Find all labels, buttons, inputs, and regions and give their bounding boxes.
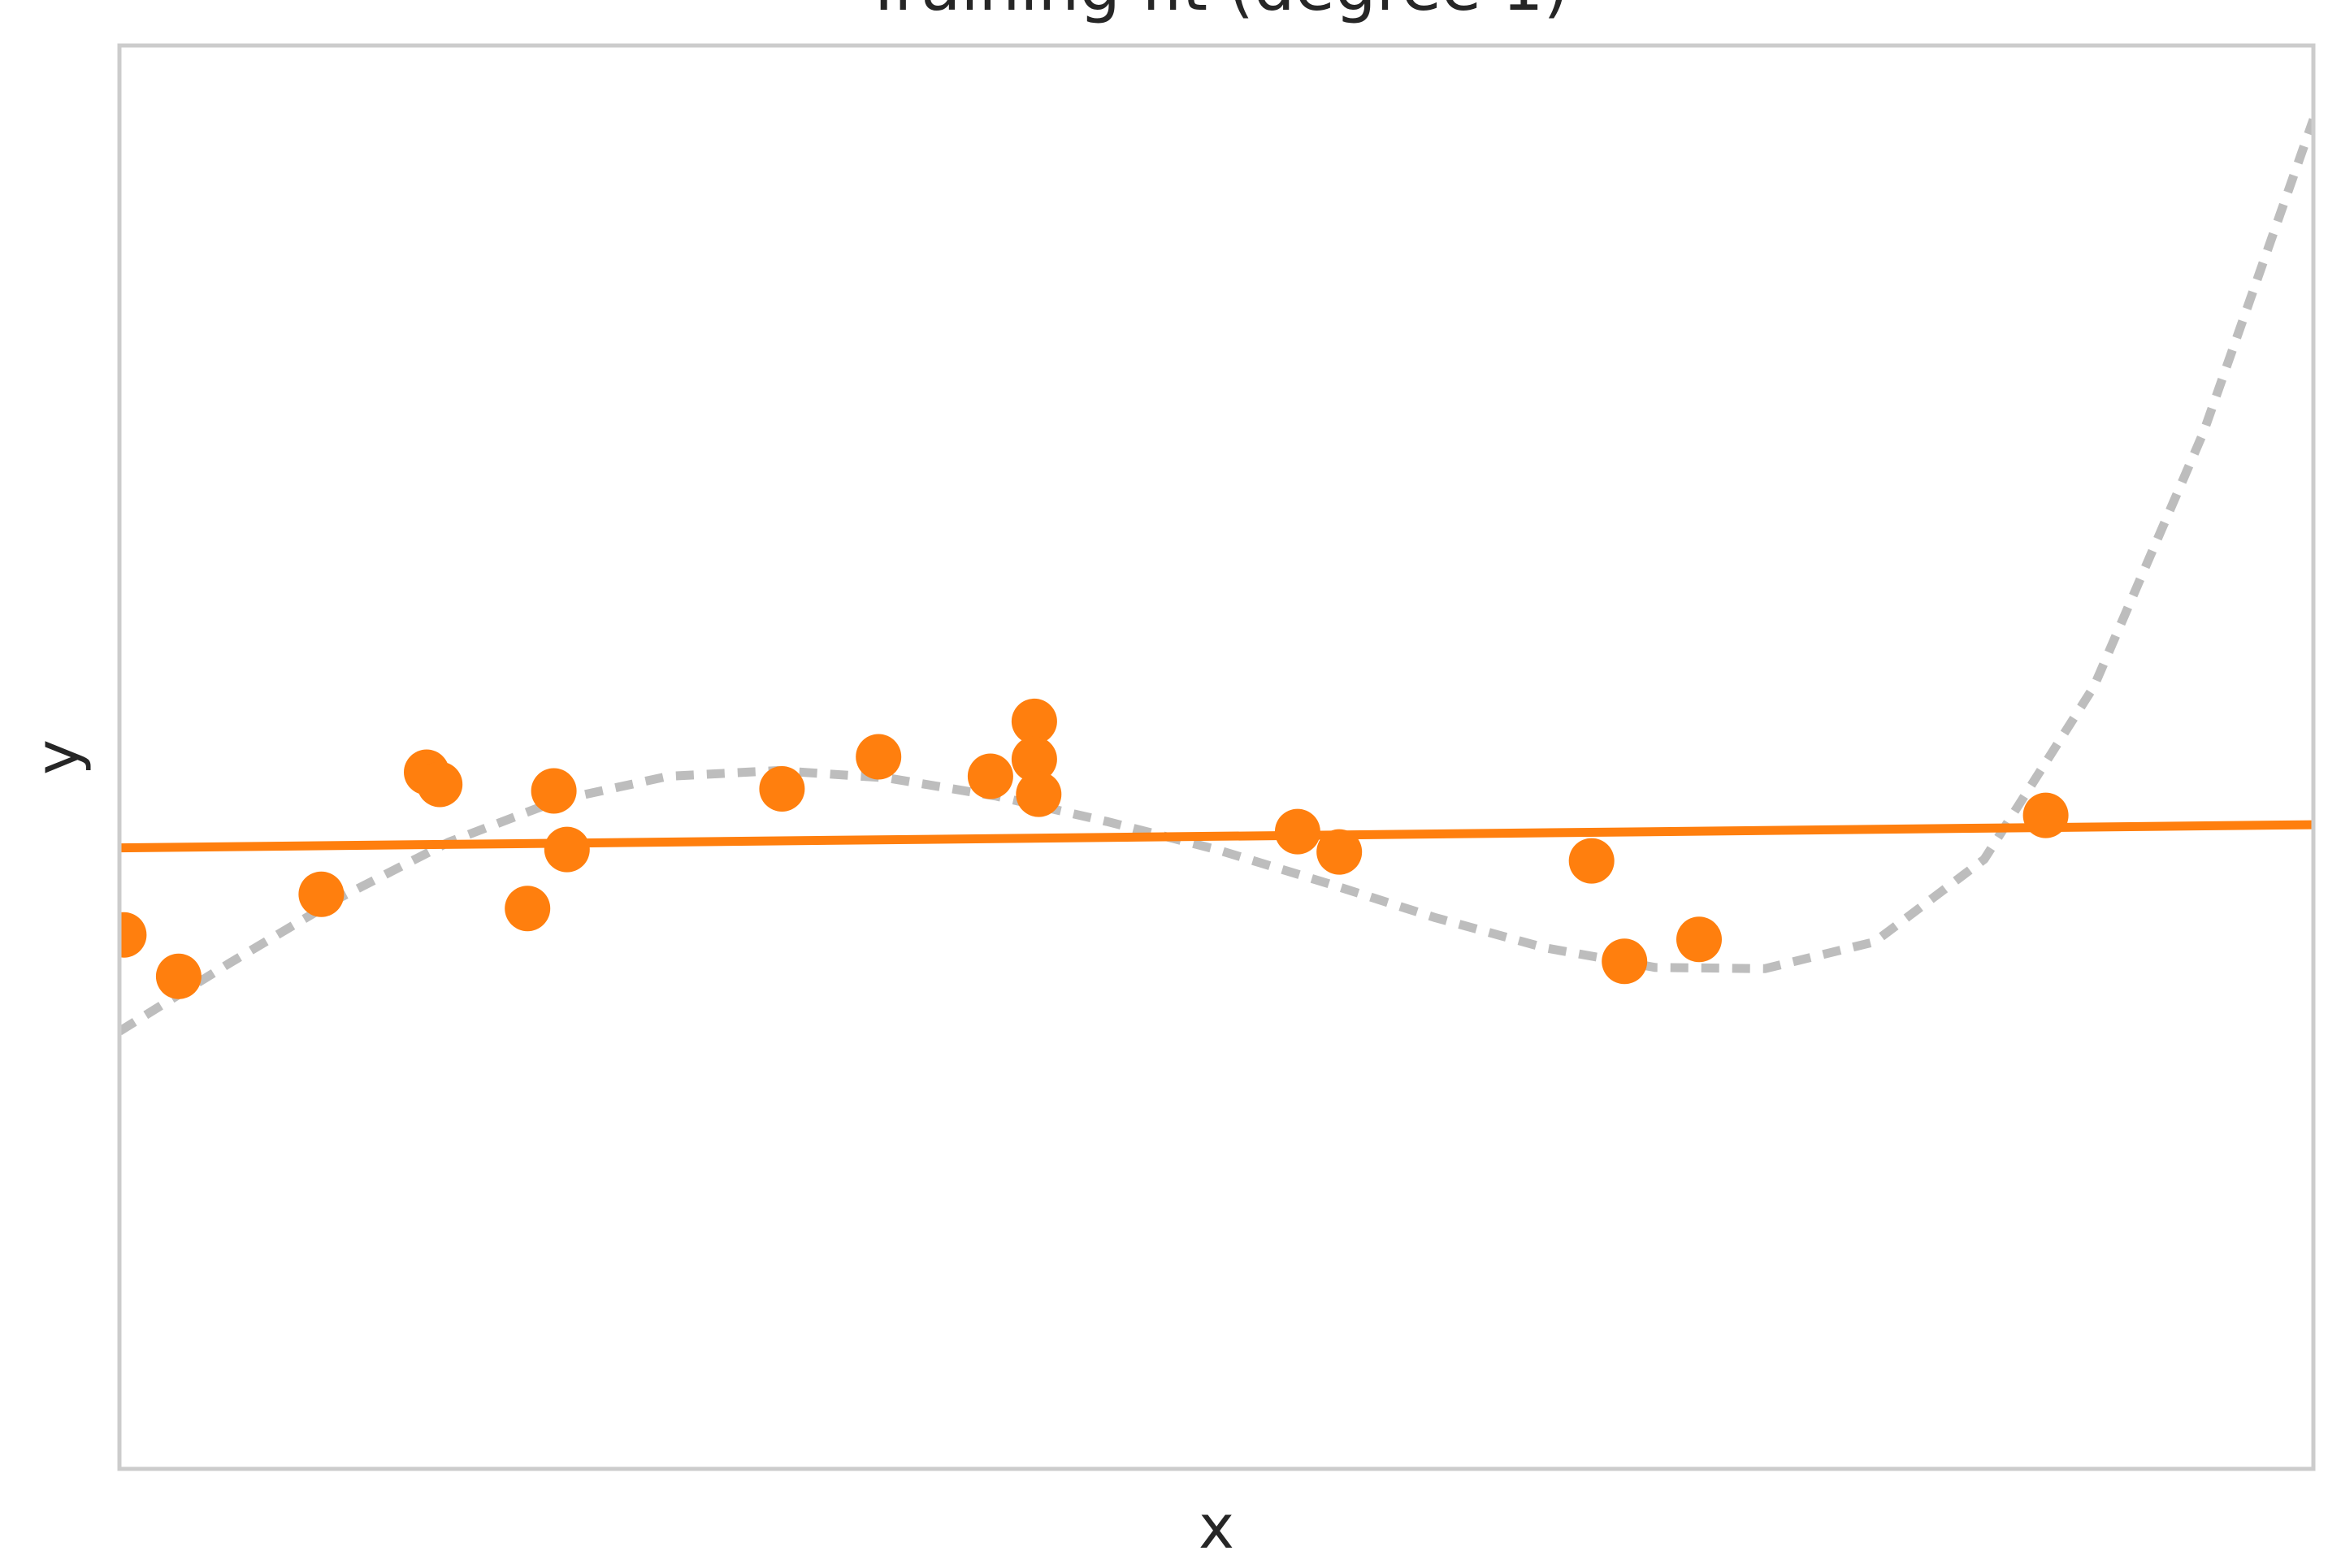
data-point <box>967 753 1013 799</box>
true-function-line <box>119 118 2313 1036</box>
plot-frame <box>117 43 2316 1471</box>
data-point <box>119 912 147 958</box>
data-point <box>544 826 590 873</box>
data-point <box>1011 698 1057 744</box>
data-point <box>2022 792 2069 838</box>
data-point <box>417 761 463 808</box>
data-point <box>1011 736 1057 782</box>
data-point <box>1602 938 1648 985</box>
plot-background <box>119 45 2313 1469</box>
data-point <box>1016 771 1062 817</box>
data-point <box>1316 829 1363 875</box>
data-point <box>531 768 577 814</box>
chart-title: Training fit (degree 1) <box>863 0 1568 25</box>
y-axis-label: y <box>23 739 93 775</box>
data-point <box>759 766 805 812</box>
fit-line <box>119 820 2313 853</box>
data-point <box>155 953 202 999</box>
data-point <box>505 886 551 932</box>
data-point <box>1676 916 1722 963</box>
x-axis-label: x <box>1199 1492 1234 1562</box>
data-point <box>1568 838 1615 884</box>
data-point <box>1274 808 1320 855</box>
data-point <box>298 871 345 917</box>
plot-layer <box>119 118 2313 1036</box>
data-point <box>856 734 902 780</box>
